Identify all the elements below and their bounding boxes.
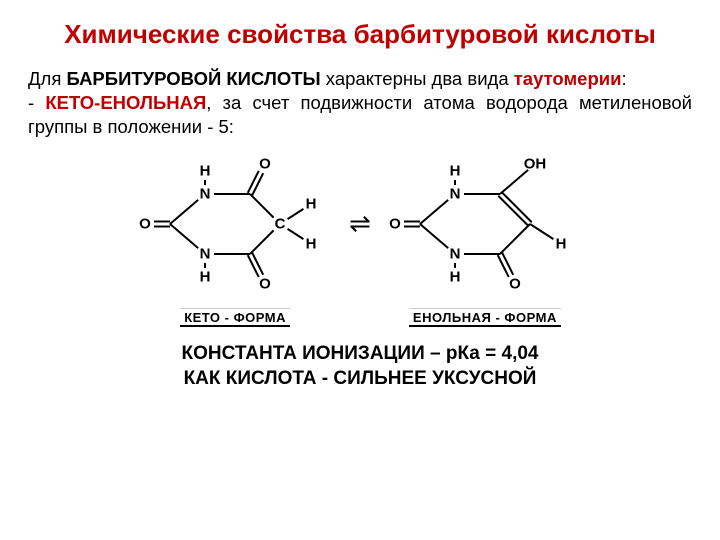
svg-text:H: H [306, 195, 317, 212]
text-red: КЕТО-ЕНОЛЬНАЯ [45, 92, 206, 113]
text-red: таутомерии [514, 68, 622, 89]
svg-text:N: N [200, 185, 211, 202]
text: КАК КИСЛОТА - СИЛЬНЕЕ УКСУСНОЙ [184, 368, 537, 389]
keto-structure: N N C O O O H H H H КЕТО - ФОРМА [135, 149, 335, 327]
ionization-text: КОНСТАНТА ИОНИЗАЦИИ – рКа = 4,04 КАК КИС… [28, 341, 692, 392]
svg-text:N: N [449, 245, 460, 262]
enol-label: ЕНОЛЬНАЯ - ФОРМА [409, 308, 561, 327]
svg-text:O: O [509, 275, 521, 292]
svg-text:O: O [389, 215, 401, 232]
svg-text:O: O [139, 215, 151, 232]
text: - [28, 92, 45, 113]
svg-text:N: N [449, 185, 460, 202]
page-title: Химические свойства барбитуровой кислоты [28, 18, 692, 51]
svg-text:H: H [449, 162, 460, 179]
svg-text:OH: OH [524, 155, 547, 172]
text: : [622, 68, 627, 89]
svg-text:N: N [200, 245, 211, 262]
diagram-row: NNCOOOHHHH КЕТО - ФОРМА ⇌ NNOOOHHHH ЕНОЛ… [28, 149, 692, 327]
svg-text:H: H [200, 268, 211, 285]
svg-text:H: H [306, 235, 317, 252]
text: Для [28, 68, 66, 89]
svg-text:H: H [555, 235, 566, 252]
text-bold: БАРБИТУРОВОЙ КИСЛОТЫ [66, 68, 320, 89]
text: характерны два вида [321, 68, 514, 89]
keto-label: КЕТО - ФОРМА [180, 308, 290, 327]
svg-text:H: H [200, 162, 211, 179]
intro-paragraph: Для БАРБИТУРОВОЙ КИСЛОТЫ характерны два … [28, 67, 692, 139]
enol-structure: N N O O OH H H H ЕНОЛЬНАЯ - ФОРМА [385, 149, 585, 327]
svg-text:C: C [275, 215, 286, 232]
text: КОНСТАНТА ИОНИЗАЦИИ – рКа = 4,04 [182, 343, 539, 364]
svg-text:O: O [259, 275, 271, 292]
equilibrium-arrow: ⇌ [349, 210, 371, 266]
svg-text:O: O [259, 155, 271, 172]
svg-text:H: H [449, 268, 460, 285]
